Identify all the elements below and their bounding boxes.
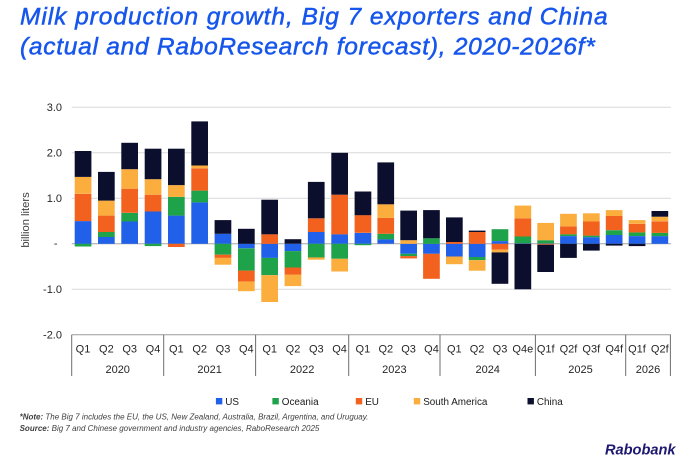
svg-text:2024: 2024 xyxy=(475,364,499,376)
svg-text:Q1f: Q1f xyxy=(628,344,647,356)
svg-text:2023: 2023 xyxy=(382,364,406,376)
svg-text:2.0: 2.0 xyxy=(47,148,62,160)
svg-text:Q3: Q3 xyxy=(401,344,416,356)
svg-text:*Note: The Big 7 includes the: *Note: The Big 7 includes the EU, the US… xyxy=(20,413,369,422)
svg-text:2021: 2021 xyxy=(197,364,221,376)
svg-text:EU: EU xyxy=(365,397,379,408)
svg-text:Oceania: Oceania xyxy=(282,397,319,408)
svg-text:Q2f: Q2f xyxy=(560,344,579,356)
svg-text:Q4: Q4 xyxy=(332,344,347,356)
svg-text:Q1: Q1 xyxy=(262,344,277,356)
svg-text:Q3: Q3 xyxy=(216,344,231,356)
svg-text:Q1f: Q1f xyxy=(537,344,556,356)
svg-text:3.0: 3.0 xyxy=(47,102,62,114)
svg-text:2026: 2026 xyxy=(636,364,660,376)
svg-text:Q1: Q1 xyxy=(169,344,184,356)
svg-text:Q2f: Q2f xyxy=(651,344,670,356)
svg-text:Q3: Q3 xyxy=(122,344,137,356)
svg-text:-1.0: -1.0 xyxy=(43,284,62,296)
svg-text:Q1: Q1 xyxy=(356,344,371,356)
svg-text:Q3: Q3 xyxy=(309,344,324,356)
svg-text:Q2: Q2 xyxy=(192,344,207,356)
svg-text:Q4: Q4 xyxy=(146,344,161,356)
svg-text:Q4: Q4 xyxy=(424,344,439,356)
svg-text:2020: 2020 xyxy=(105,364,129,376)
svg-text:2022: 2022 xyxy=(290,364,314,376)
svg-text:South America: South America xyxy=(423,397,488,408)
svg-text:-: - xyxy=(54,238,58,250)
svg-text:Q4e: Q4e xyxy=(512,344,533,356)
svg-text:Milk production growth, Big 7: Milk production growth, Big 7 exporters … xyxy=(20,4,609,31)
svg-text:Q2: Q2 xyxy=(470,344,485,356)
svg-text:Q2: Q2 xyxy=(99,344,114,356)
svg-text:Q1: Q1 xyxy=(76,344,91,356)
svg-text:US: US xyxy=(225,397,239,408)
svg-text:(actual and RaboResearch forec: (actual and RaboResearch forecast), 2020… xyxy=(20,34,596,61)
svg-text:1.0: 1.0 xyxy=(47,193,62,205)
svg-text:Q1: Q1 xyxy=(447,344,462,356)
svg-text:Q3f: Q3f xyxy=(582,344,601,356)
svg-text:2025: 2025 xyxy=(568,364,592,376)
svg-text:Q3: Q3 xyxy=(493,344,508,356)
svg-text:Q2: Q2 xyxy=(286,344,301,356)
svg-text:Rabobank: Rabobank xyxy=(605,443,676,459)
svg-text:billion liters: billion liters xyxy=(20,192,32,248)
svg-text:-2.0: -2.0 xyxy=(43,330,62,342)
svg-text:Q2: Q2 xyxy=(378,344,393,356)
svg-text:Q4f: Q4f xyxy=(605,344,624,356)
svg-text:Q4: Q4 xyxy=(239,344,254,356)
svg-text:Source: Big 7 and Chinese gove: Source: Big 7 and Chinese government and… xyxy=(20,424,320,433)
svg-text:China: China xyxy=(537,397,563,408)
